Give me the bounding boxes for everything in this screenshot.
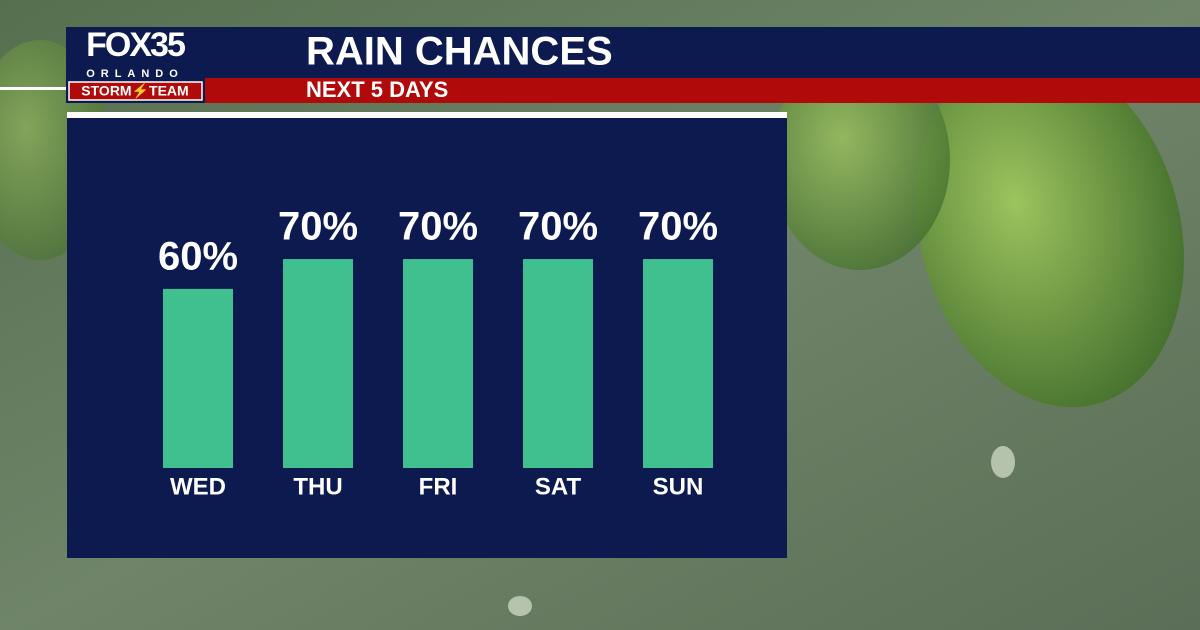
chart-title: RAIN CHANCES — [306, 30, 613, 74]
raindrop — [508, 596, 532, 616]
x-tick-label: WED — [170, 473, 226, 500]
raindrop — [991, 446, 1015, 478]
bar — [643, 259, 713, 468]
value-label: 70% — [278, 205, 358, 249]
subtitle-bar — [205, 78, 1200, 103]
logo-city: ORLANDO — [86, 68, 184, 80]
value-label: 70% — [638, 205, 718, 249]
bar — [403, 259, 473, 468]
bar — [163, 288, 233, 468]
title-bar — [205, 27, 1200, 78]
value-label: 70% — [398, 205, 478, 249]
logo-team-box — [68, 81, 203, 101]
bar — [283, 259, 353, 468]
logo-name: FOX35 — [86, 26, 185, 64]
panel-border — [67, 112, 787, 118]
leaf — [916, 52, 1184, 408]
value-label: 60% — [158, 234, 238, 278]
bar — [523, 259, 593, 468]
x-tick-label: THU — [293, 473, 342, 500]
x-tick-label: SAT — [535, 473, 582, 500]
value-label: 70% — [518, 205, 598, 249]
chart-subtitle: NEXT 5 DAYS — [306, 77, 448, 102]
x-tick-label: FRI — [419, 473, 458, 500]
rule — [0, 87, 66, 90]
logo-team: STORM⚡TEAM — [81, 83, 188, 100]
leaf — [770, 50, 950, 270]
x-tick-label: SUN — [653, 473, 704, 500]
